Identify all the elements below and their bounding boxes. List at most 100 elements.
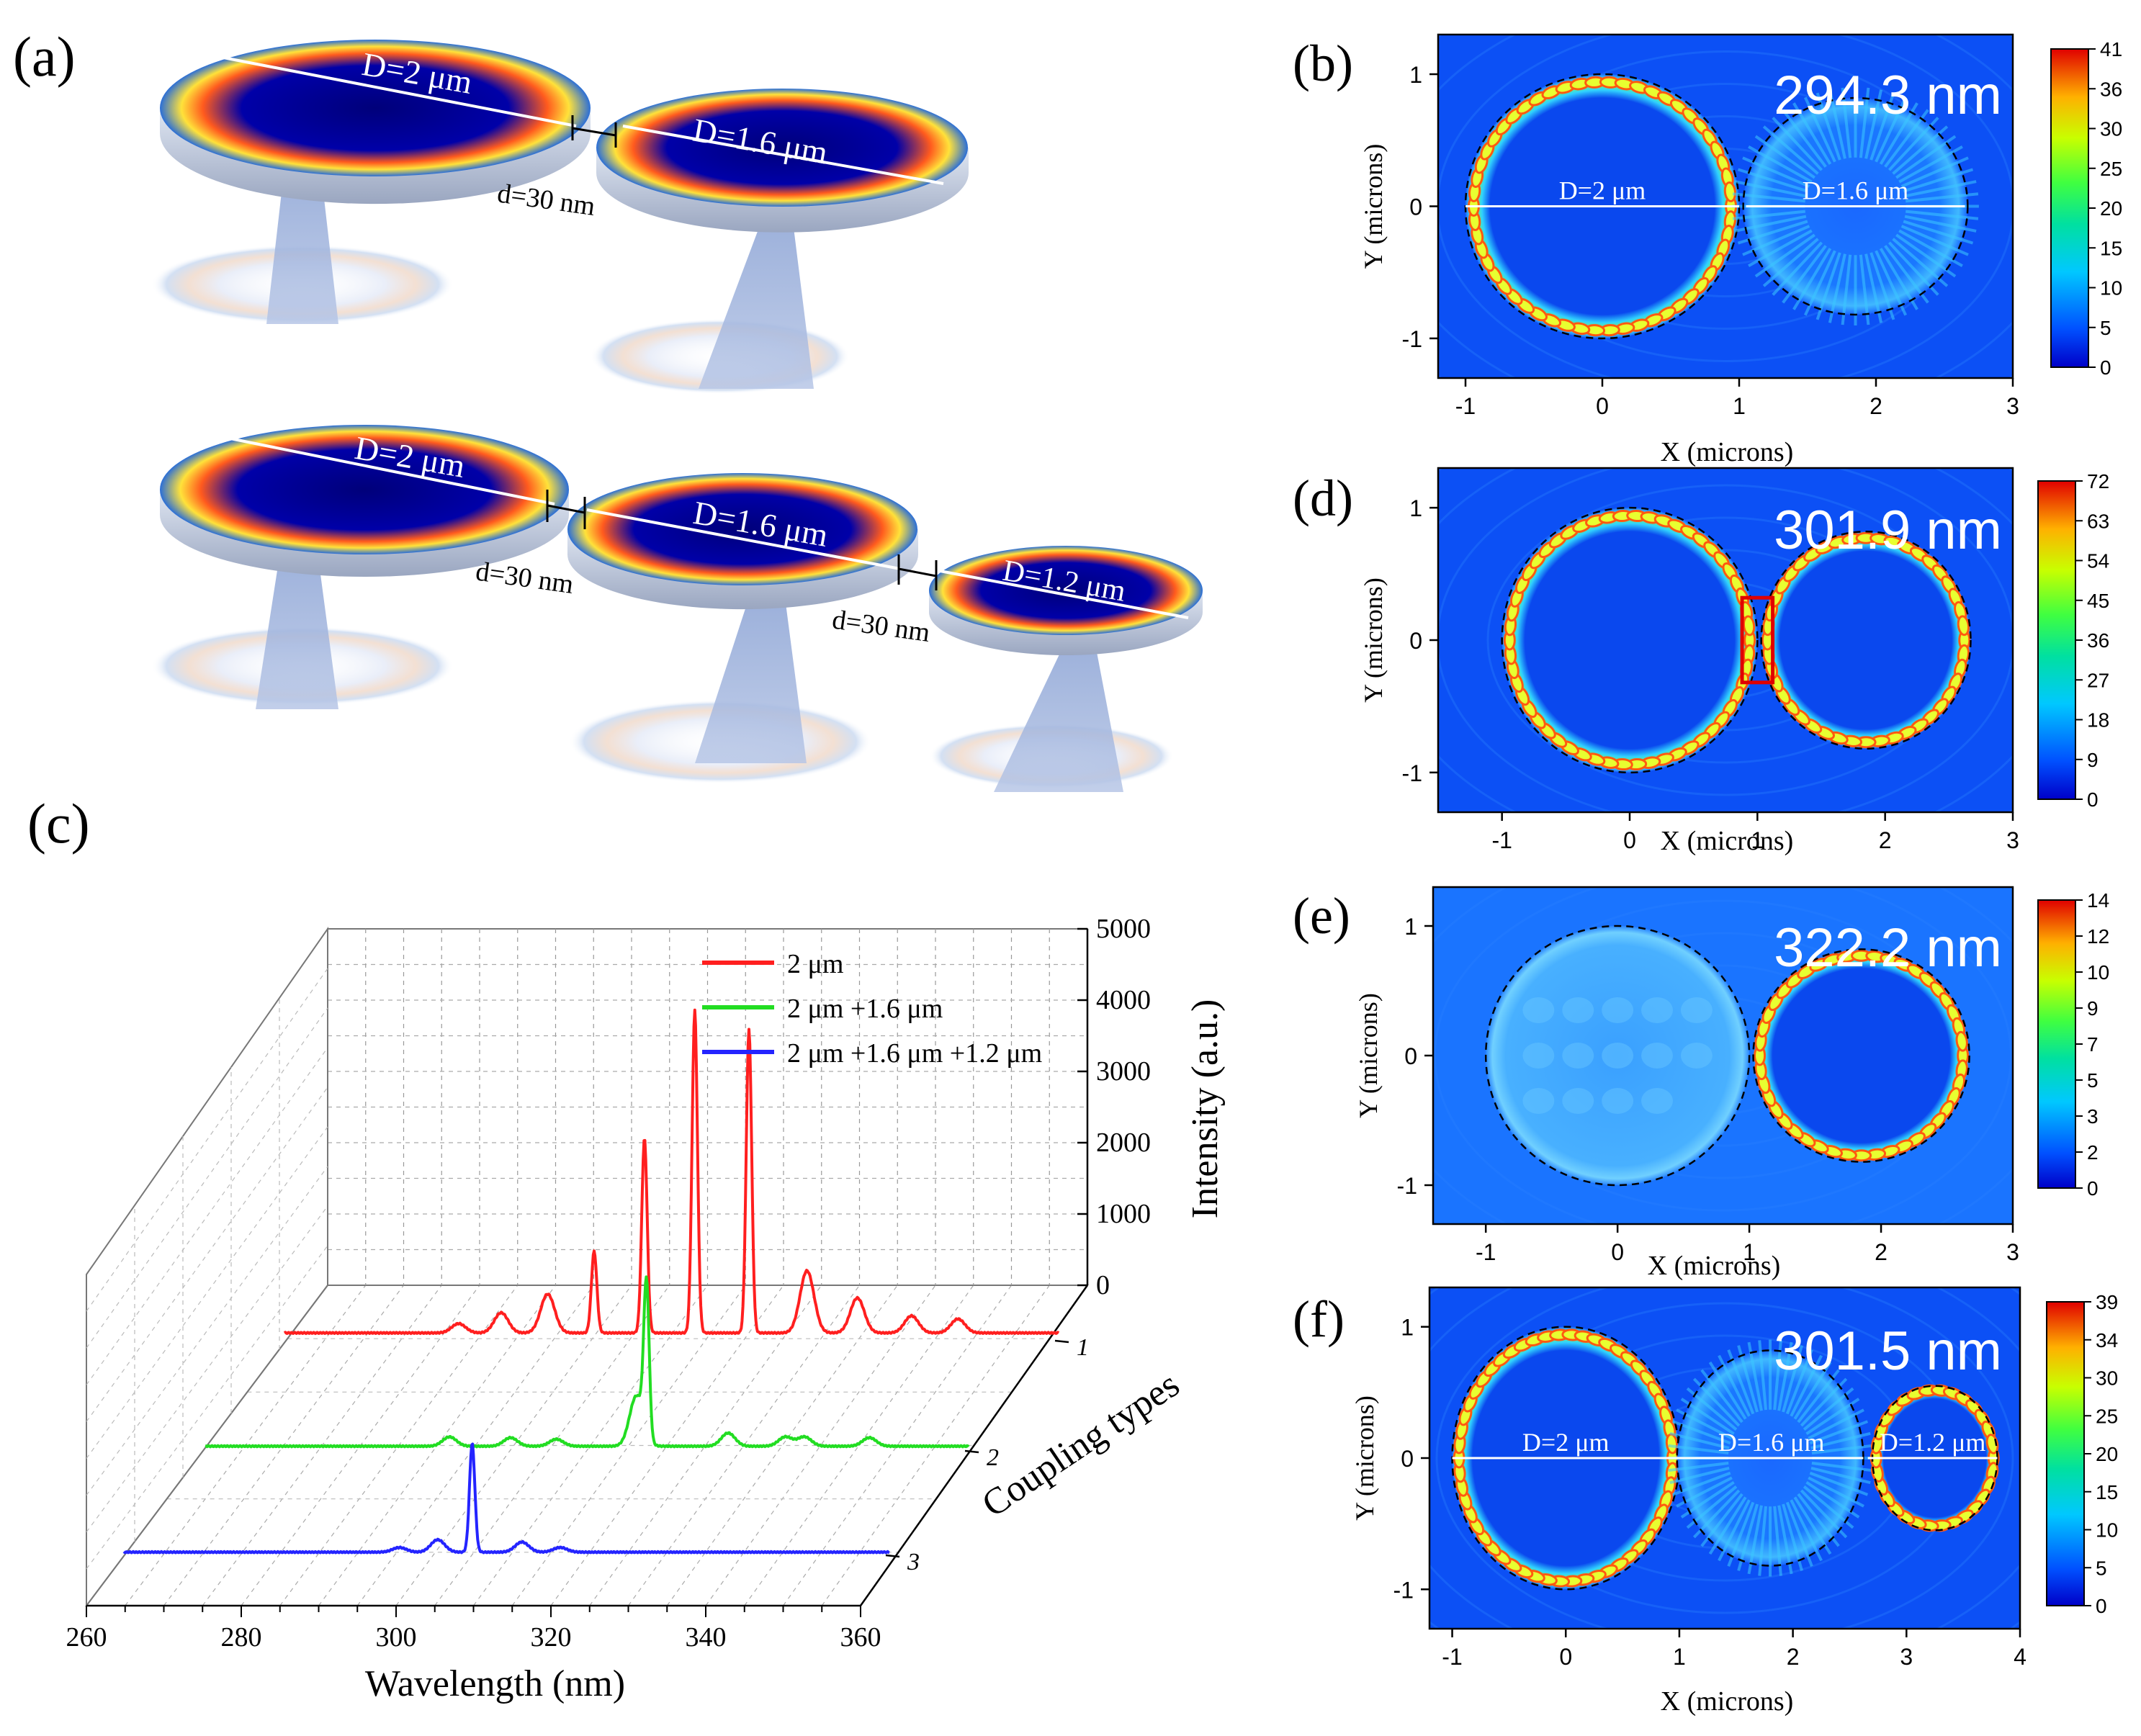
colorbar-tick-label: 9 xyxy=(2087,749,2099,771)
intensity-axis-title: Intensity (a.u.) xyxy=(1185,999,1226,1219)
intensity-tick-label: 5000 xyxy=(1096,914,1151,944)
field-map-d xyxy=(1438,468,2013,812)
field-speckle xyxy=(1522,1043,1555,1069)
coupling-tick-label: 3 xyxy=(907,1549,920,1575)
diameter-label: D=2 μm xyxy=(1559,176,1646,205)
wavelength-tick-label: 320 xyxy=(531,1622,572,1652)
x-axis-title: X (microns) xyxy=(1661,1686,1794,1717)
diameter-label: D=1.6 μm xyxy=(1803,176,1909,205)
wavelength-tick-label: 260 xyxy=(66,1622,107,1652)
field-spoke xyxy=(1748,229,1813,267)
panel-a: (a) D=2 μm D=1.6 μm d=30 nm xyxy=(13,25,1203,792)
field-spoke xyxy=(1718,1354,1751,1417)
field-spoke xyxy=(1875,250,1908,316)
field-spoke xyxy=(1900,225,1969,256)
legend-entry: 2 μm +1.6 μm +1.2 μm xyxy=(787,1038,1042,1069)
field-spoke xyxy=(1903,168,1974,193)
legend-entry: 2 μm +1.6 μm xyxy=(787,994,943,1024)
field-spoke xyxy=(1888,117,1939,171)
x-tick-label: 3 xyxy=(1900,1644,1913,1670)
intensity-tick-label: 2000 xyxy=(1096,1128,1151,1158)
field-speckle xyxy=(1562,997,1594,1023)
field-spoke xyxy=(1737,168,1808,193)
field-spoke xyxy=(1782,109,1827,168)
wavelength-label: 301.5 nm xyxy=(1774,1321,2002,1382)
intensity-tick-label: 0 xyxy=(1096,1270,1110,1300)
x-tick-label: 2 xyxy=(1870,393,1882,419)
waterfall-chart: 0 1000 2000 3000 4000 5000 Intensity (a.u.) 260… xyxy=(66,914,1226,1704)
field-hotspot xyxy=(1742,615,1756,637)
field-spoke xyxy=(1879,248,1918,310)
wavelength-axis-title: Wavelength (nm) xyxy=(365,1663,625,1704)
x-tick-label: -1 xyxy=(1442,1644,1462,1670)
colorbar-tick-label: 15 xyxy=(2100,237,2122,259)
field-spoke xyxy=(1810,1467,1871,1485)
coupling-tick xyxy=(964,1449,979,1454)
colorbar-tick-label: 0 xyxy=(2100,356,2111,379)
colorbar-tick-label: 2 xyxy=(2087,1141,2099,1164)
gap-label-bottom-2: d=30 nm xyxy=(830,604,932,648)
y-axis-title: Y (microns) xyxy=(1359,144,1388,269)
field-speckle xyxy=(1522,997,1555,1023)
diameter-line-bottom-2 xyxy=(586,508,901,570)
wavelength-axis: 260 280 300 320 340 360 Wavelength (nm) xyxy=(66,1604,881,1704)
x-tick-label: -1 xyxy=(1455,393,1476,419)
chart-legend: 2 μm 2 μm +1.6 μm 2 μm +1.6 μm +1.2 μm xyxy=(702,949,1042,1069)
field-spoke xyxy=(1904,180,1977,198)
y-tick-label: 0 xyxy=(1404,1043,1417,1069)
colorbar-tick-label: 18 xyxy=(2087,709,2109,732)
disc-top-2 xyxy=(591,89,969,394)
x-tick-label: 0 xyxy=(1611,1239,1624,1265)
colorbar-tick-label: 30 xyxy=(2096,1367,2118,1390)
x-tick-label: -1 xyxy=(1491,827,1512,853)
side-wall-gridline xyxy=(86,1087,328,1422)
y-tick-label: -1 xyxy=(1393,1577,1414,1603)
colorbar-tick-label: 72 xyxy=(2087,470,2109,493)
chart-back-wall xyxy=(327,928,1088,1286)
x-tick-label: 1 xyxy=(1751,827,1764,853)
field-spoke xyxy=(1815,92,1841,161)
colorbar-tick-label: 25 xyxy=(2096,1405,2118,1427)
floor-gridline xyxy=(705,1285,936,1606)
diameter-line-top-1 xyxy=(215,55,577,127)
colorbar-tick-label: 20 xyxy=(2096,1443,2118,1465)
field-spoke xyxy=(1669,1431,1730,1449)
y-axis-title: Y (microns) xyxy=(1354,993,1383,1118)
field-spoke xyxy=(1859,254,1870,325)
field-hotspot xyxy=(1985,1434,1999,1454)
intensity-tick-label: 1000 xyxy=(1096,1199,1151,1229)
y-axis-title: Y (microns) xyxy=(1350,1395,1379,1521)
field-spoke xyxy=(1906,192,1979,203)
field-spoke xyxy=(1790,1354,1823,1417)
x-tick-label: 0 xyxy=(1596,393,1609,419)
field-spoke xyxy=(1758,1340,1767,1411)
disc-bottom-2 xyxy=(567,473,918,783)
y-tick-label: 0 xyxy=(1401,1446,1414,1472)
side-wall-gridline xyxy=(86,1126,328,1459)
field-spoke xyxy=(1734,215,1807,233)
field-speckle xyxy=(1680,997,1713,1023)
field-spoke xyxy=(1898,145,1963,184)
panel-d-label: (d) xyxy=(1293,469,1353,527)
x-tick-label: 1 xyxy=(1743,1239,1756,1265)
colorbar-tick-label: 36 xyxy=(2087,629,2109,652)
coupling-tick xyxy=(1054,1339,1069,1344)
panel-d: (d) 301.9 nm -1 0 1 2 3 1 0 -1 Y (microns) X (micro… xyxy=(1293,467,2109,856)
field-spoke xyxy=(1762,238,1819,287)
field-spoke xyxy=(1742,156,1810,188)
colorbar-tick-label: 7 xyxy=(2087,1033,2099,1056)
field-spoke xyxy=(1792,248,1832,310)
coupling-tick-label: 1 xyxy=(1077,1334,1089,1361)
field-spoke xyxy=(1803,250,1836,316)
field-spoke xyxy=(1828,89,1846,159)
side-wall-gridline xyxy=(86,1007,328,1349)
field-spoke xyxy=(1906,210,1979,220)
field-spoke xyxy=(1754,233,1815,278)
wavelength-label: 301.9 nm xyxy=(1774,500,2002,561)
field-spoke xyxy=(1700,1369,1743,1424)
colorbar xyxy=(2037,899,2076,1189)
y-tick-label: 1 xyxy=(1404,914,1417,940)
